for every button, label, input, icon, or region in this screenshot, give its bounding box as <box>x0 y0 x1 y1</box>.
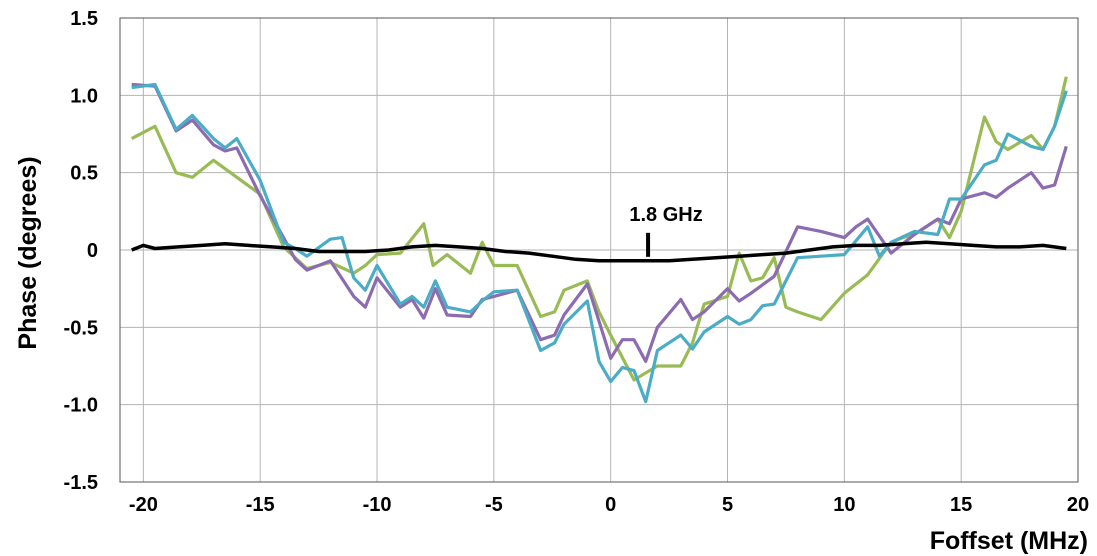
series-layer <box>130 76 1068 404</box>
y-axis-title: Phase (degrees) <box>14 156 42 349</box>
plot-frame <box>119 17 1079 483</box>
annotation-label: 1.8 GHz <box>629 204 702 226</box>
x-axis-title: Foffset (MHz) <box>930 527 1088 555</box>
y-tick-label: 1.0 <box>70 85 98 107</box>
y-tick-label: -0.5 <box>64 317 98 339</box>
x-tick-label: 15 <box>950 494 972 516</box>
x-tick-label: 5 <box>722 494 733 516</box>
y-tick-label: -1.5 <box>64 472 98 494</box>
x-tick-label: 20 <box>1067 494 1089 516</box>
tick-labels: -20 -15 -10 -5 0 5 10 15 20 1.5 1.0 0.5 0 -0.5 -1.0 -1.… <box>64 8 1090 516</box>
y-tick-label: -1.0 <box>64 395 98 417</box>
series-line-4 <box>131 240 1067 263</box>
y-tick-label: 0.5 <box>70 163 98 185</box>
x-tick-label: 10 <box>833 494 855 516</box>
grid <box>120 17 1079 483</box>
x-tick-label: -5 <box>485 494 503 516</box>
x-tick-label: -15 <box>246 494 275 516</box>
x-tick-label: 0 <box>605 494 616 516</box>
x-tick-label: -20 <box>129 494 158 516</box>
y-tick-label: 0 <box>87 240 98 262</box>
series-line-3 <box>131 82 1068 404</box>
series-line-2 <box>131 82 1068 363</box>
annotations: 1.8 GHz <box>629 204 703 257</box>
x-tick-label: -10 <box>363 494 392 516</box>
y-tick-label: 1.5 <box>70 8 98 30</box>
